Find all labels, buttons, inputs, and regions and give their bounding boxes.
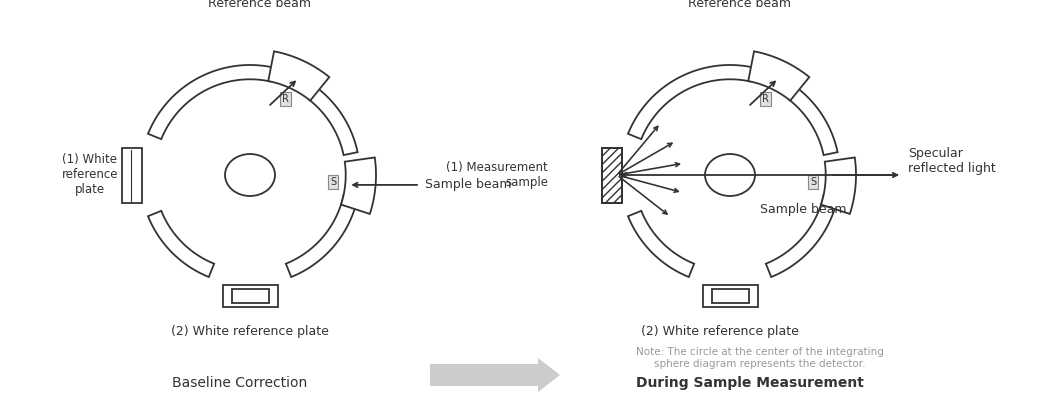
Text: (1) White
reference
plate: (1) White reference plate bbox=[61, 153, 119, 197]
Text: Reference beam: Reference beam bbox=[208, 0, 312, 10]
Bar bbox=[712, 289, 749, 303]
Polygon shape bbox=[821, 157, 856, 214]
Bar bbox=[122, 148, 142, 203]
Polygon shape bbox=[286, 195, 358, 277]
Polygon shape bbox=[789, 88, 837, 155]
Text: Specular
reflected light: Specular reflected light bbox=[908, 147, 995, 175]
Ellipse shape bbox=[225, 154, 275, 196]
Bar bbox=[223, 285, 278, 307]
Text: Note: The circle at the center of the integrating
sphere diagram represents the : Note: The circle at the center of the in… bbox=[636, 347, 884, 368]
Polygon shape bbox=[341, 157, 376, 214]
Bar bbox=[602, 148, 622, 203]
Ellipse shape bbox=[705, 154, 755, 196]
FancyArrow shape bbox=[430, 358, 560, 392]
Polygon shape bbox=[268, 51, 330, 101]
Text: Baseline Correction: Baseline Correction bbox=[173, 376, 308, 390]
Text: Reference beam: Reference beam bbox=[688, 0, 791, 10]
Text: (2) White reference plate: (2) White reference plate bbox=[171, 325, 329, 338]
Text: R: R bbox=[762, 94, 769, 104]
Text: R: R bbox=[282, 94, 289, 104]
Bar bbox=[703, 285, 758, 307]
Polygon shape bbox=[748, 51, 809, 101]
Polygon shape bbox=[309, 88, 358, 155]
Polygon shape bbox=[628, 211, 694, 277]
Text: S: S bbox=[331, 177, 337, 187]
Polygon shape bbox=[628, 65, 753, 139]
Text: (1) Measurement
sample: (1) Measurement sample bbox=[446, 161, 548, 189]
Bar bbox=[602, 148, 622, 203]
Text: (2) White reference plate: (2) White reference plate bbox=[641, 325, 799, 338]
Polygon shape bbox=[148, 65, 272, 139]
Polygon shape bbox=[148, 211, 214, 277]
Text: Sample beam: Sample beam bbox=[425, 178, 512, 191]
Bar bbox=[232, 289, 269, 303]
Text: During Sample Measurement: During Sample Measurement bbox=[636, 376, 864, 390]
Text: Sample beam: Sample beam bbox=[760, 203, 847, 216]
Polygon shape bbox=[765, 195, 837, 277]
Text: S: S bbox=[810, 177, 816, 187]
